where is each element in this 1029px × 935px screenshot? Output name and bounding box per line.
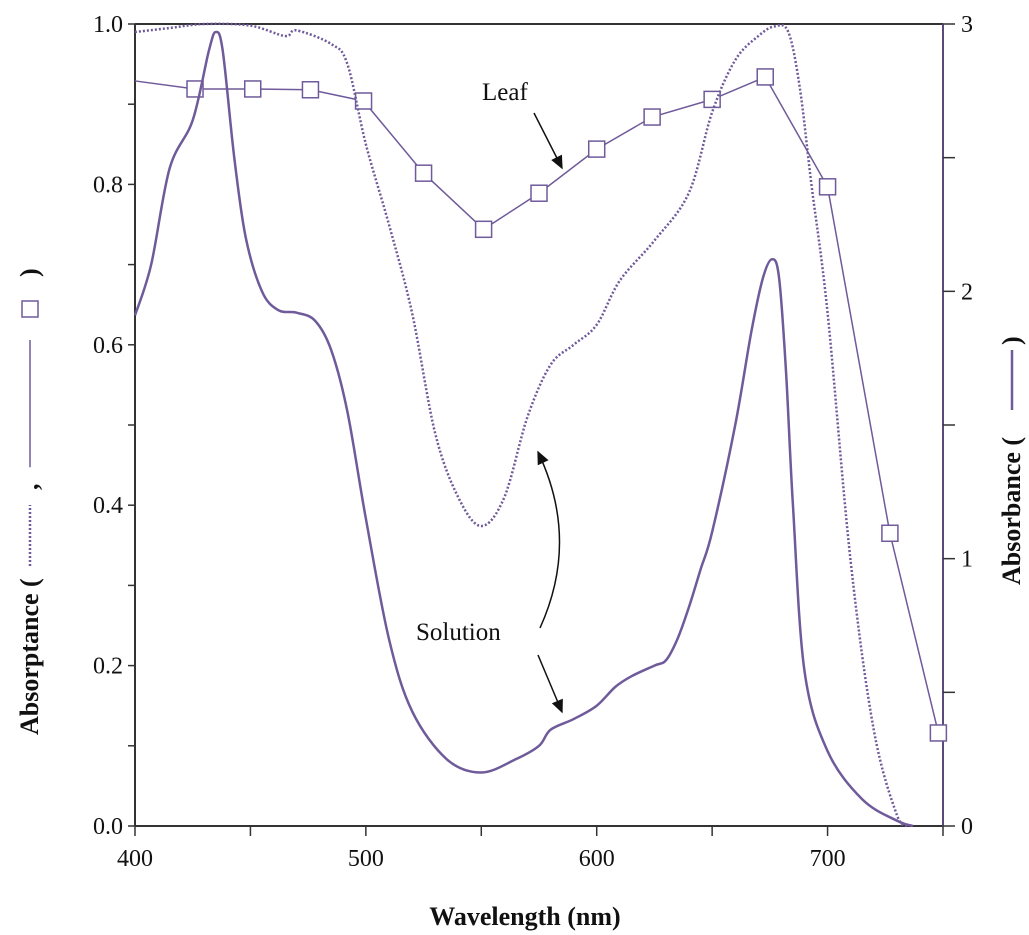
solution-arrow-straight	[537, 654, 563, 714]
x-axis-label: Wavelength (nm)	[429, 902, 620, 931]
y-tick-label: 0.8	[93, 172, 123, 198]
y2-tick-label: 0	[961, 814, 973, 840]
square-marker	[243, 80, 262, 98]
y-tick-label: 0.6	[93, 333, 123, 359]
square-marker-legend	[21, 300, 39, 318]
y-tick-label: 1.0	[93, 12, 123, 38]
x-tick-label: 600	[579, 846, 615, 872]
square-marker	[530, 184, 548, 202]
absorbance-solid-line	[133, 30, 914, 828]
solution-annotation: Solution	[416, 619, 501, 646]
square-marker	[643, 108, 661, 126]
y-tick-label: 0.4	[93, 493, 123, 519]
square-marker	[414, 164, 433, 182]
solution-arrow-curved	[537, 450, 561, 629]
square-marker	[818, 178, 837, 196]
square-marker	[474, 220, 493, 239]
leaf-absorptance-line	[134, 75, 940, 734]
y-tick-label: 0.0	[93, 814, 123, 840]
x-tick-label: 700	[810, 846, 846, 872]
leaf-arrow	[533, 112, 563, 170]
square-marker	[301, 81, 320, 99]
y2-axis-label-text: Absorbance (	[997, 437, 1026, 585]
y2-tick-label: 3	[961, 12, 973, 38]
square-marker	[929, 724, 948, 742]
y-axis-label-text: Absorptance (	[15, 578, 44, 735]
y2-tick-label: 2	[961, 279, 973, 305]
y-tick-label: 0.2	[93, 654, 123, 680]
leaf-annotation: Leaf	[482, 79, 528, 106]
square-marker	[354, 92, 373, 110]
y2-tick-label: 1	[961, 547, 973, 573]
square-marker	[756, 68, 774, 86]
y2-axis-label-end: )	[997, 336, 1026, 345]
y2-axis-label: Absorbance ( )	[997, 336, 1026, 585]
x-tick-label: 400	[117, 846, 153, 872]
y-axis-label-end: )	[15, 268, 44, 277]
x-tick-label: 500	[348, 846, 384, 872]
series	[133, 22, 948, 828]
absorptance-dotted-line	[134, 22, 910, 828]
y-axis-label-sep: ,	[15, 484, 44, 491]
y-axis-label: Absorptance ( , )	[15, 268, 44, 735]
square-marker	[587, 140, 606, 158]
axes: 400 500 600 700 0.0 0.2 0.4 0.6 0.8 1.0 0 1 2 3	[93, 12, 973, 872]
square-marker	[881, 524, 899, 543]
